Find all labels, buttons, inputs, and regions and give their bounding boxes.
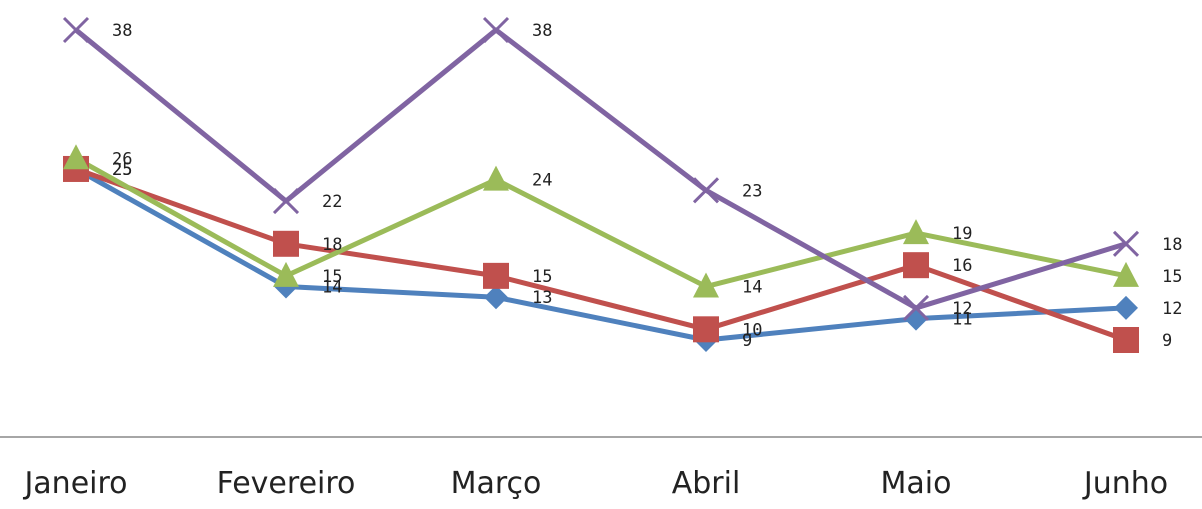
series-3-data-label-2: 15 — [322, 267, 342, 287]
series-1-data-label-1: 25 — [112, 160, 132, 180]
series-1-point-6 — [1114, 295, 1138, 320]
series-3-data-label-5: 19 — [952, 224, 972, 244]
series-lines — [74, 27, 1127, 343]
series-3-point-3 — [483, 165, 509, 191]
series-3-data-label-1: 26 — [112, 149, 132, 169]
x-tick-label-2: Fevereiro — [217, 466, 356, 501]
series-2-data-label-1: 25 — [112, 160, 132, 180]
series-3-point-5 — [903, 219, 929, 245]
series-markers — [62, 16, 1140, 353]
series-3-point-4 — [693, 272, 719, 298]
series-4-point-1 — [62, 16, 90, 44]
series-2-data-label-3: 15 — [532, 267, 552, 287]
series-1-data-label-2: 14 — [322, 278, 342, 298]
series-1-point-3 — [484, 285, 508, 310]
series-2-point-2 — [273, 230, 299, 257]
series-4-data-label-1: 38 — [112, 21, 132, 41]
x-tick-label-4: Abril — [672, 466, 741, 501]
series-4-data-label-4: 23 — [742, 181, 762, 201]
series-3-data-label-4: 14 — [742, 278, 762, 298]
series-2-point-5 — [903, 252, 929, 279]
series-4-point-3 — [482, 16, 510, 44]
series-4-data-label-3: 38 — [532, 21, 552, 41]
series-3-line — [74, 156, 1127, 290]
category-axis-labels: Janeiro Fevereiro Março Abril Maio Junho — [22, 466, 1168, 501]
series-4-data-label-2: 22 — [322, 192, 342, 212]
x-tick-label-3: Março — [451, 466, 542, 501]
series-3-point-1 — [63, 144, 89, 170]
series-4-point-4 — [692, 177, 720, 204]
series-2-data-label-2: 18 — [322, 235, 342, 255]
series-3-data-label-6: 15 — [1162, 267, 1182, 287]
series-2-point-3 — [483, 262, 509, 289]
series-4-line — [74, 27, 1127, 311]
x-tick-label-1: Janeiro — [22, 466, 127, 501]
series-4-point-5 — [902, 294, 930, 321]
series-1-data-label-3: 13 — [532, 288, 552, 308]
series-2-data-label-5: 16 — [952, 256, 972, 276]
series-2-point-4 — [693, 316, 719, 343]
series-4-data-label-5: 12 — [952, 299, 972, 319]
series-2-point-6 — [1113, 327, 1139, 353]
series-2-line — [75, 166, 1127, 343]
series-1-line — [74, 166, 1127, 343]
series-4-data-label-6: 18 — [1162, 235, 1182, 255]
series-1-data-label-5: 11 — [952, 310, 972, 330]
x-tick-label-5: Maio — [881, 466, 952, 501]
series-3-point-6 — [1113, 261, 1139, 287]
series-3-data-label-3: 24 — [532, 171, 552, 191]
series-2-data-label-6: 9 — [1162, 331, 1172, 351]
series-4-point-6 — [1112, 230, 1140, 257]
series-4-point-2 — [272, 187, 300, 215]
series-1-data-label-6: 12 — [1162, 299, 1182, 319]
series-2-data-label-4: 10 — [742, 320, 762, 340]
series-1-point-5 — [904, 306, 928, 331]
data-labels: 2514139111225181510169261524141915382238… — [112, 21, 1182, 351]
series-1-data-label-4: 9 — [742, 331, 752, 351]
x-tick-label-6: Junho — [1082, 466, 1168, 501]
series-3-point-2 — [273, 261, 299, 287]
